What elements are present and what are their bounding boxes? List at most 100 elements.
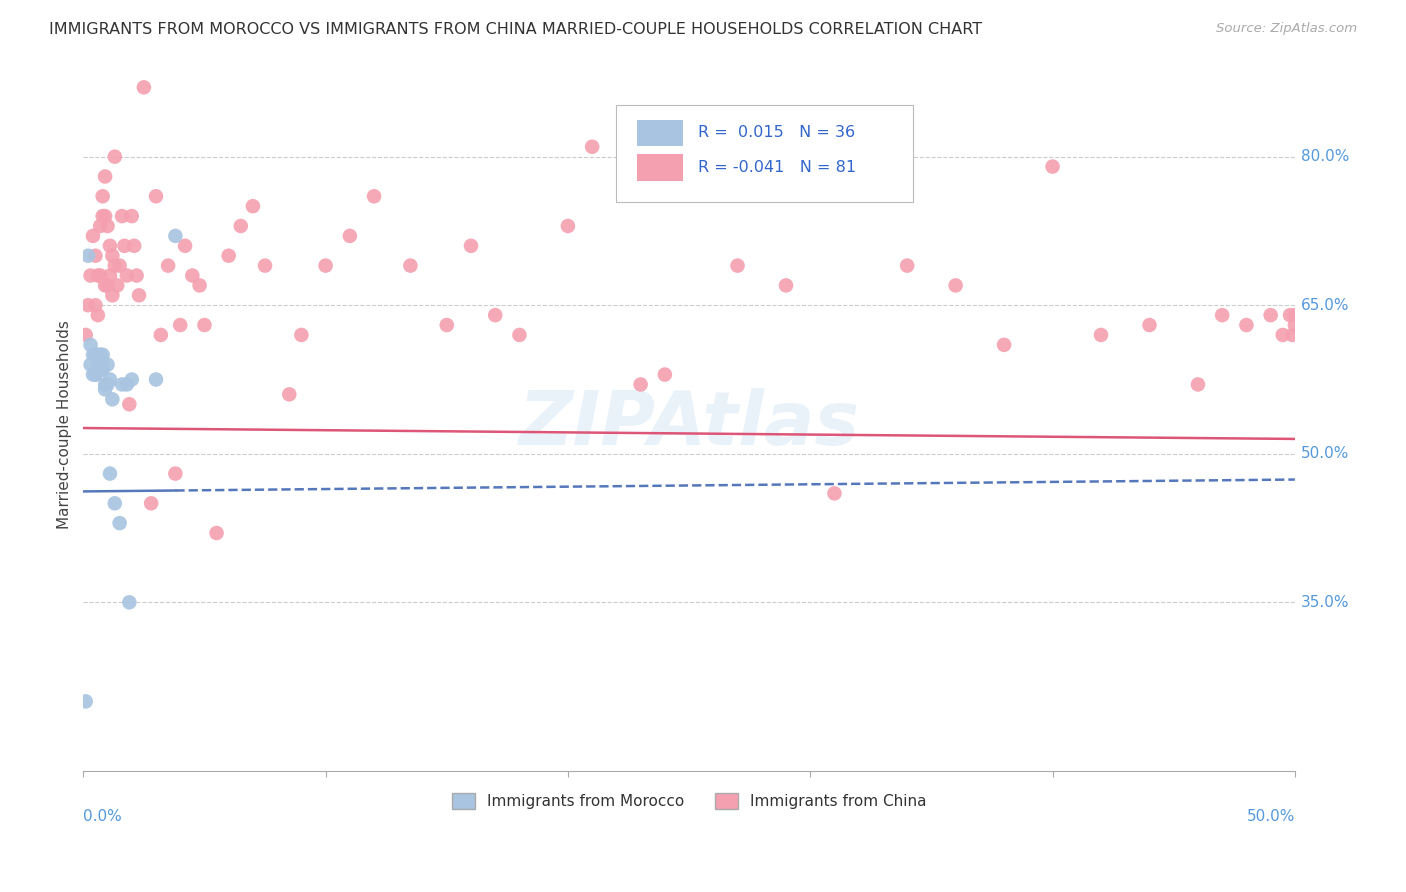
Point [96,377,118,392]
Point [1042,160,1064,174]
Text: 50.0%: 50.0% [1247,809,1295,824]
Point [75,694,97,708]
Point [1271,327,1294,342]
Point [101,249,124,263]
Point [339,228,361,243]
Point [1211,308,1233,322]
Point [89,268,111,283]
Point [87,268,110,283]
Text: 0.0%: 0.0% [83,809,122,824]
Point [399,259,422,273]
Point [193,318,215,332]
Point [91,348,114,362]
Point [165,467,187,481]
Point [174,239,197,253]
Point [111,377,134,392]
Point [229,219,252,233]
Point [79,358,101,372]
Point [91,358,114,372]
Point [84,368,107,382]
Point [87,358,110,372]
Point [557,219,579,233]
Point [84,298,107,312]
Bar [637,120,683,146]
Point [94,169,117,184]
Text: Source: ZipAtlas.com: Source: ZipAtlas.com [1216,22,1357,36]
Point [87,348,110,362]
Point [84,368,107,382]
Point [727,259,749,273]
Point [89,219,111,233]
Point [436,318,458,332]
Point [94,278,117,293]
Point [1279,308,1302,322]
Point [82,228,104,243]
Point [145,372,167,386]
Point [96,219,118,233]
Point [118,397,141,411]
Text: 65.0%: 65.0% [1301,298,1350,313]
Point [1234,318,1257,332]
Point [96,278,118,293]
Point [94,209,117,223]
Point [115,377,138,392]
Legend: Immigrants from Morocco, Immigrants from China: Immigrants from Morocco, Immigrants from… [446,787,932,815]
Point [89,358,111,372]
Point [108,259,131,273]
Point [242,199,264,213]
Text: ZIPAtlas: ZIPAtlas [519,387,859,460]
Point [1284,318,1306,332]
Point [253,259,276,273]
Point [94,377,117,392]
Point [945,278,967,293]
Point [122,239,145,253]
Point [75,327,97,342]
Point [115,268,138,283]
Point [98,239,121,253]
Point [87,308,110,322]
Point [104,259,127,273]
Point [84,249,107,263]
Point [157,259,180,273]
Point [508,327,530,342]
Point [89,362,111,376]
Point [1090,327,1112,342]
Point [896,259,918,273]
Point [96,358,118,372]
Text: 80.0%: 80.0% [1301,149,1350,164]
Point [87,362,110,376]
Text: R =  0.015   N = 36: R = 0.015 N = 36 [697,126,855,140]
Point [118,595,141,609]
Point [315,259,337,273]
Point [125,268,148,283]
Point [278,387,301,401]
Point [91,209,114,223]
Point [77,249,100,263]
Point [91,189,114,203]
Text: IMMIGRANTS FROM MOROCCO VS IMMIGRANTS FROM CHINA MARRIED-COUPLE HOUSEHOLDS CORRE: IMMIGRANTS FROM MOROCCO VS IMMIGRANTS FR… [49,22,983,37]
Point [104,150,127,164]
Point [188,278,211,293]
Point [94,383,117,397]
Point [1139,318,1161,332]
Point [89,358,111,372]
Point [105,278,128,293]
Point [460,239,482,253]
Point [775,278,797,293]
Point [165,228,187,243]
Point [121,209,143,223]
Point [218,249,240,263]
Point [1260,308,1282,322]
Text: 50.0%: 50.0% [1301,446,1350,461]
Point [1281,327,1303,342]
Point [79,268,101,283]
Point [181,268,204,283]
Point [108,516,131,530]
Point [581,140,603,154]
Point [121,372,143,386]
Point [630,377,652,392]
Point [79,338,101,352]
Point [654,368,676,382]
Point [101,288,124,302]
Point [824,486,846,500]
